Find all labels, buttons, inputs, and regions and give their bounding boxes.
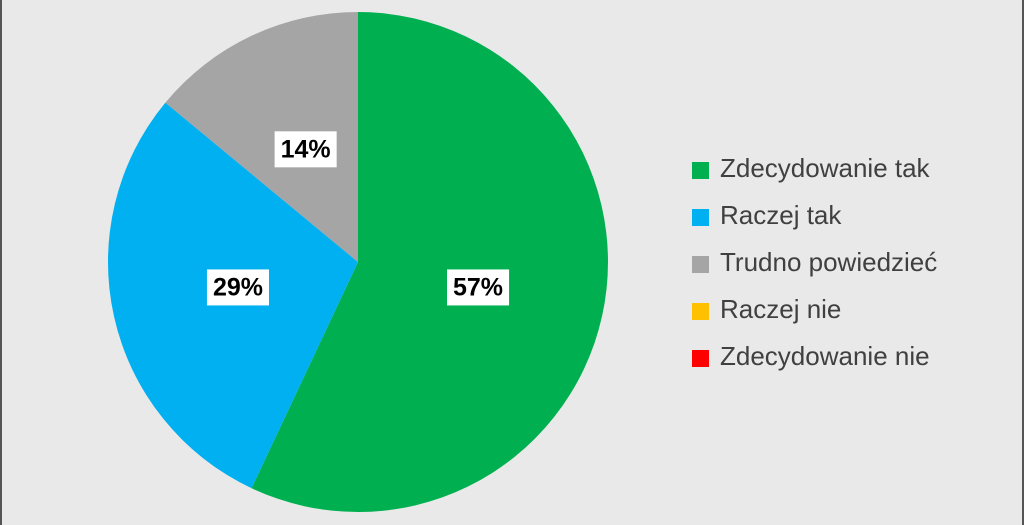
- legend-swatch: [692, 350, 709, 367]
- value-labels: 57% 29% 14%: [206, 131, 510, 306]
- value-label: 57%: [453, 273, 503, 301]
- value-label-box: [447, 269, 510, 306]
- legend-label: Raczej nie: [720, 294, 841, 324]
- legend-label: Raczej tak: [720, 200, 842, 230]
- legend-swatch: [692, 256, 709, 273]
- value-label: 29%: [213, 273, 263, 301]
- legend-swatch: [692, 162, 709, 179]
- legend-label: Zdecydowanie tak: [720, 153, 931, 183]
- pie: [107, 11, 608, 512]
- value-label-box: [206, 269, 269, 306]
- legend: Zdecydowanie tak Raczej tak Trudno powiedz…: [692, 153, 937, 371]
- pie-slice: [251, 12, 608, 512]
- legend-label: Zdecydowanie nie: [720, 341, 930, 371]
- value-label-box: [274, 131, 337, 168]
- legend-swatch: [692, 209, 709, 226]
- pie-slice: [165, 11, 358, 262]
- value-label: 14%: [281, 135, 331, 163]
- legend-label: Trudno powiedzieć: [720, 247, 937, 277]
- legend-swatch: [692, 303, 709, 320]
